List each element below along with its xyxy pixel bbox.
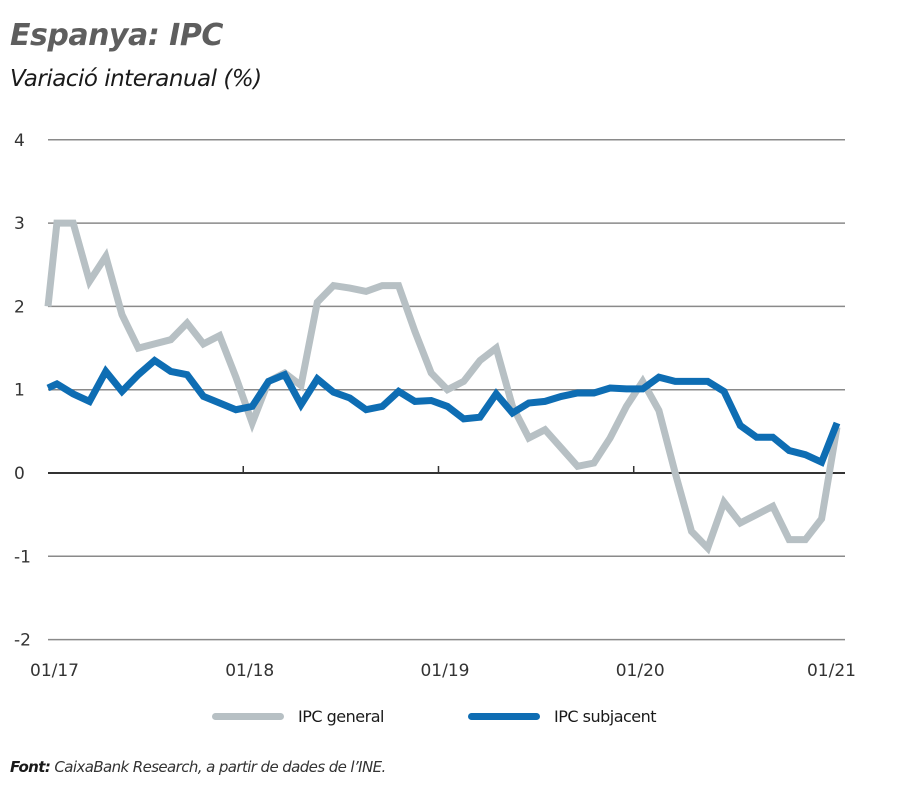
legend-swatch-ipc-subjacent [468,712,540,720]
gridlines [48,139,845,641]
y-tick-label: -2 [14,631,31,651]
line-chart: 4 3 2 1 0 -1 -2 01/17 01/18 01/19 01/20 01/21 [14,131,856,681]
y-tick-label: 0 [14,464,25,484]
x-tick-label: 01/17 [30,661,79,681]
y-tick-label: 1 [14,381,25,401]
source-note: Font: CaixaBank Research, a partir de da… [10,758,386,776]
y-tick-label: -1 [14,547,31,567]
series-line-ipc-subjacent [46,356,841,467]
y-axis-ticks: 4 3 2 1 0 -1 -2 [14,131,31,651]
series-lines [44,219,841,555]
x-axis-ticks: 01/17 01/18 01/19 01/20 01/21 [30,466,856,681]
legend-label: IPC subjacent [554,706,657,726]
legend-item-ipc-subjacent[interactable]: IPC subjacent [468,700,657,732]
legend-swatch-ipc-general [212,712,284,720]
source-text: CaixaBank Research, a partir de dades de… [50,758,386,776]
y-tick-label: 3 [14,214,25,234]
y-tick-label: 4 [14,131,25,151]
x-tick-label: 01/20 [616,661,665,681]
legend: IPC general IPC subjacent [0,700,900,732]
y-tick-label: 2 [14,297,25,317]
chart-title: Espanya: IPC [10,18,223,53]
legend-label: IPC general [298,706,384,726]
x-tick-label: 01/18 [225,661,274,681]
chart-subtitle: Variació interanual (%) [10,66,262,92]
series-line-ipc-general [44,219,841,555]
x-tick-label: 01/21 [807,661,856,681]
x-tick-label: 01/19 [420,661,469,681]
legend-item-ipc-general[interactable]: IPC general [212,700,384,732]
source-prefix: Font: [10,758,51,776]
